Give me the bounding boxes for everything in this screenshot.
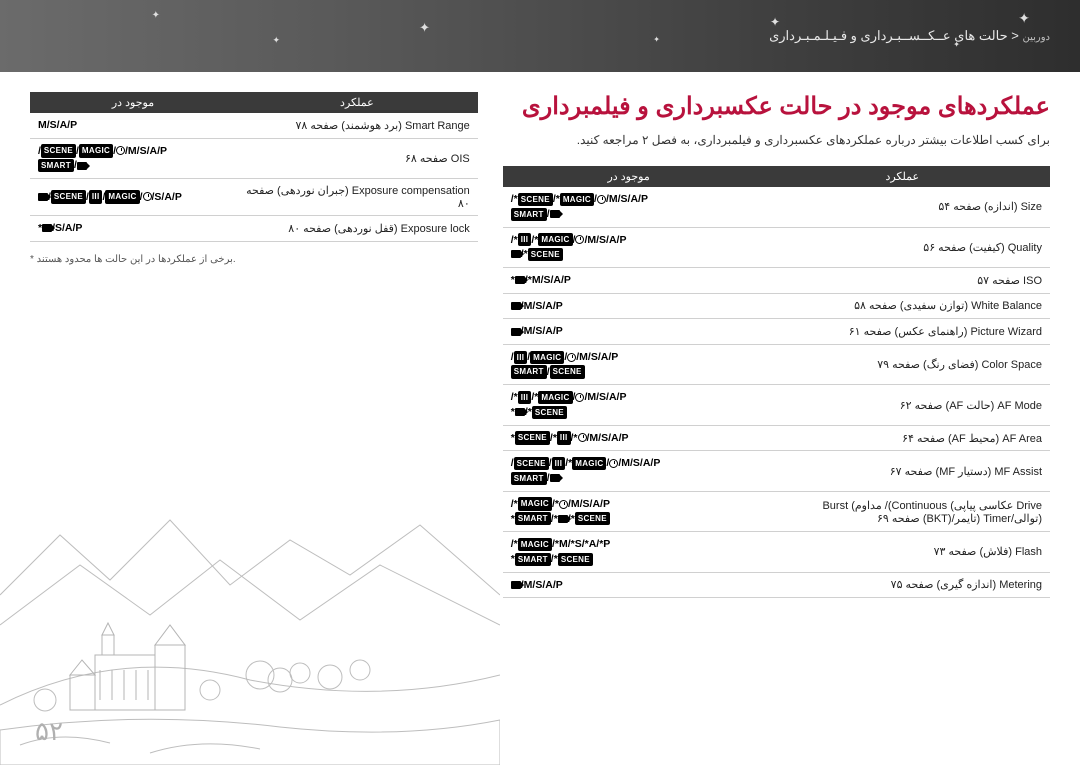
cell-function: Smart Range (برد هوشمند) صفحه ۷۸	[236, 113, 478, 138]
cell-available: /M/S/A/P	[503, 319, 755, 345]
cell-available: */S/A/P	[30, 216, 236, 242]
cell-function: AF Mode (حالت AF) صفحه ۶۲	[755, 385, 1051, 425]
cell-function: OIS صفحه ۶۸	[236, 138, 478, 178]
cell-function: ISO صفحه ۵۷	[755, 267, 1051, 293]
table-row: Smart Range (برد هوشمند) صفحه ۷۸M/S/A/P	[30, 113, 478, 138]
table-row: Flash (فلاش) صفحه ۷۳/*MAGIC/*M/*S/*A/*P*…	[503, 532, 1050, 572]
cell-available: /M/S/A/P	[503, 572, 755, 598]
cell-available: /*MAGIC/*/M/S/A/P*SMART/*/*SCENE	[503, 491, 755, 531]
cell-function: White Balance (توازن سفیدی) صفحه ۵۸	[755, 293, 1051, 319]
cell-available: /SCENE/III/MAGIC//S/A/P	[30, 179, 236, 216]
breadcrumb-sep: <	[1008, 28, 1023, 43]
footnote: * برخی از عملکردها در این حالت ها محدود …	[30, 254, 478, 265]
cell-function: Size (اندازه) صفحه ۵۴	[755, 187, 1051, 227]
cell-function: MF Assist (دستیار MF) صفحه ۶۷	[755, 451, 1051, 491]
breadcrumb-parent: دوربین	[1022, 32, 1050, 43]
table-row: Picture Wizard (راهنمای عکس) صفحه ۶۱/M/S…	[503, 319, 1050, 345]
cell-available: */*M/S/A/P	[503, 267, 755, 293]
sparkle-icon: ✦	[272, 35, 280, 46]
landscape-illustration	[0, 505, 500, 765]
header-band: ✦ ✦ ✦ ✦ ✦ ✦ ✦ دوربین < حالت های عــکــسـ…	[0, 0, 1080, 72]
table-row: AF Area (محیط AF) صفحه ۶۴*SCENE/*III/*/M…	[503, 425, 1050, 451]
page-number: ۵۲	[35, 717, 63, 747]
cell-available: /*III/*MAGIC//M/S/A/P/*SCENE	[503, 227, 755, 267]
th-available: موجود در	[503, 166, 755, 187]
cell-function: Picture Wizard (راهنمای عکس) صفحه ۶۱	[755, 319, 1051, 345]
breadcrumb: دوربین < حالت های عــکــســبـرداری و فـی…	[769, 28, 1050, 44]
cell-available: /SCENE/III/*MAGIC//M/S/A/PSMART/	[503, 451, 755, 491]
sparkle-icon: ✦	[653, 35, 660, 44]
cell-available: M/S/A/P	[30, 113, 236, 138]
sparkle-icon: ✦	[770, 15, 780, 29]
cell-function: AF Area (محیط AF) صفحه ۶۴	[755, 425, 1051, 451]
sparkle-icon: ✦	[152, 10, 160, 21]
cell-available: /*MAGIC/*M/*S/*A/*P*SMART/*SCENE	[503, 532, 755, 572]
sparkle-icon: ✦	[953, 40, 960, 49]
cell-available: /*SCENE/*MAGIC//M/S/A/PSMART/	[503, 187, 755, 227]
cell-available: /M/S/A/P	[503, 293, 755, 319]
table-row: OIS صفحه ۶۸/SCENE/MAGIC//M/S/A/PSMART/	[30, 138, 478, 178]
table-row: AF Mode (حالت AF) صفحه ۶۲/*III/*MAGIC//M…	[503, 385, 1050, 425]
table-row: Drive عکاسی پیاپی) Continuous)/ مداوم) B…	[503, 491, 1050, 531]
cell-function: Color Space (فضای رنگ) صفحه ۷۹	[755, 345, 1051, 385]
table-row: White Balance (توازن سفیدی) صفحه ۵۸/M/S/…	[503, 293, 1050, 319]
functions-table-left: عملکرد موجود در Smart Range (برد هوشمند)…	[30, 92, 478, 242]
functions-table-right: عملکرد موجود در Size (اندازه) صفحه ۵۴/*S…	[503, 166, 1050, 598]
table-row: Color Space (فضای رنگ) صفحه ۷۹/III/MAGIC…	[503, 345, 1050, 385]
cell-function: Exposure compensation (جبران نوردهی) صفح…	[236, 179, 478, 216]
page-title: عملکردهای موجود در حالت عکسبرداری و فیلم…	[503, 92, 1050, 121]
table-row: Metering (اندازه گیری) صفحه ۷۵/M/S/A/P	[503, 572, 1050, 598]
cell-function: Flash (فلاش) صفحه ۷۳	[755, 532, 1051, 572]
table-row: MF Assist (دستیار MF) صفحه ۶۷/SCENE/III/…	[503, 451, 1050, 491]
th-function: عملکرد	[236, 92, 478, 113]
breadcrumb-current: حالت های عــکــســبـرداری و فـیـلـمـبـرد…	[769, 28, 1008, 43]
cell-function: Metering (اندازه گیری) صفحه ۷۵	[755, 572, 1051, 598]
cell-function: Quality (کیفیت) صفحه ۵۶	[755, 227, 1051, 267]
cell-available: *SCENE/*III/*/M/S/A/P	[503, 425, 755, 451]
table-row: Exposure lock (قفل نوردهی) صفحه ۸۰*/S/A/…	[30, 216, 478, 242]
sparkle-icon: ✦	[419, 20, 430, 36]
table-row: Size (اندازه) صفحه ۵۴/*SCENE/*MAGIC//M/S…	[503, 187, 1050, 227]
cell-available: /SCENE/MAGIC//M/S/A/PSMART/	[30, 138, 236, 178]
right-column: عملکردهای موجود در حالت عکسبرداری و فیلم…	[503, 92, 1050, 598]
intro-paragraph: برای کسب اطلاعات بیشتر درباره عملکردهای …	[503, 131, 1050, 150]
table-row: ISO صفحه ۵۷*/*M/S/A/P	[503, 267, 1050, 293]
table-row: Quality (کیفیت) صفحه ۵۶/*III/*MAGIC//M/S…	[503, 227, 1050, 267]
th-function: عملکرد	[755, 166, 1051, 187]
cell-function: Exposure lock (قفل نوردهی) صفحه ۸۰	[236, 216, 478, 242]
sparkle-icon: ✦	[1018, 10, 1030, 27]
table-row: Exposure compensation (جبران نوردهی) صفح…	[30, 179, 478, 216]
cell-available: /*III/*MAGIC//M/S/A/P*/*SCENE	[503, 385, 755, 425]
cell-available: /III/MAGIC//M/S/A/PSMART/SCENE	[503, 345, 755, 385]
cell-function: Drive عکاسی پیاپی) Continuous)/ مداوم) B…	[755, 491, 1051, 531]
th-available: موجود در	[30, 92, 236, 113]
